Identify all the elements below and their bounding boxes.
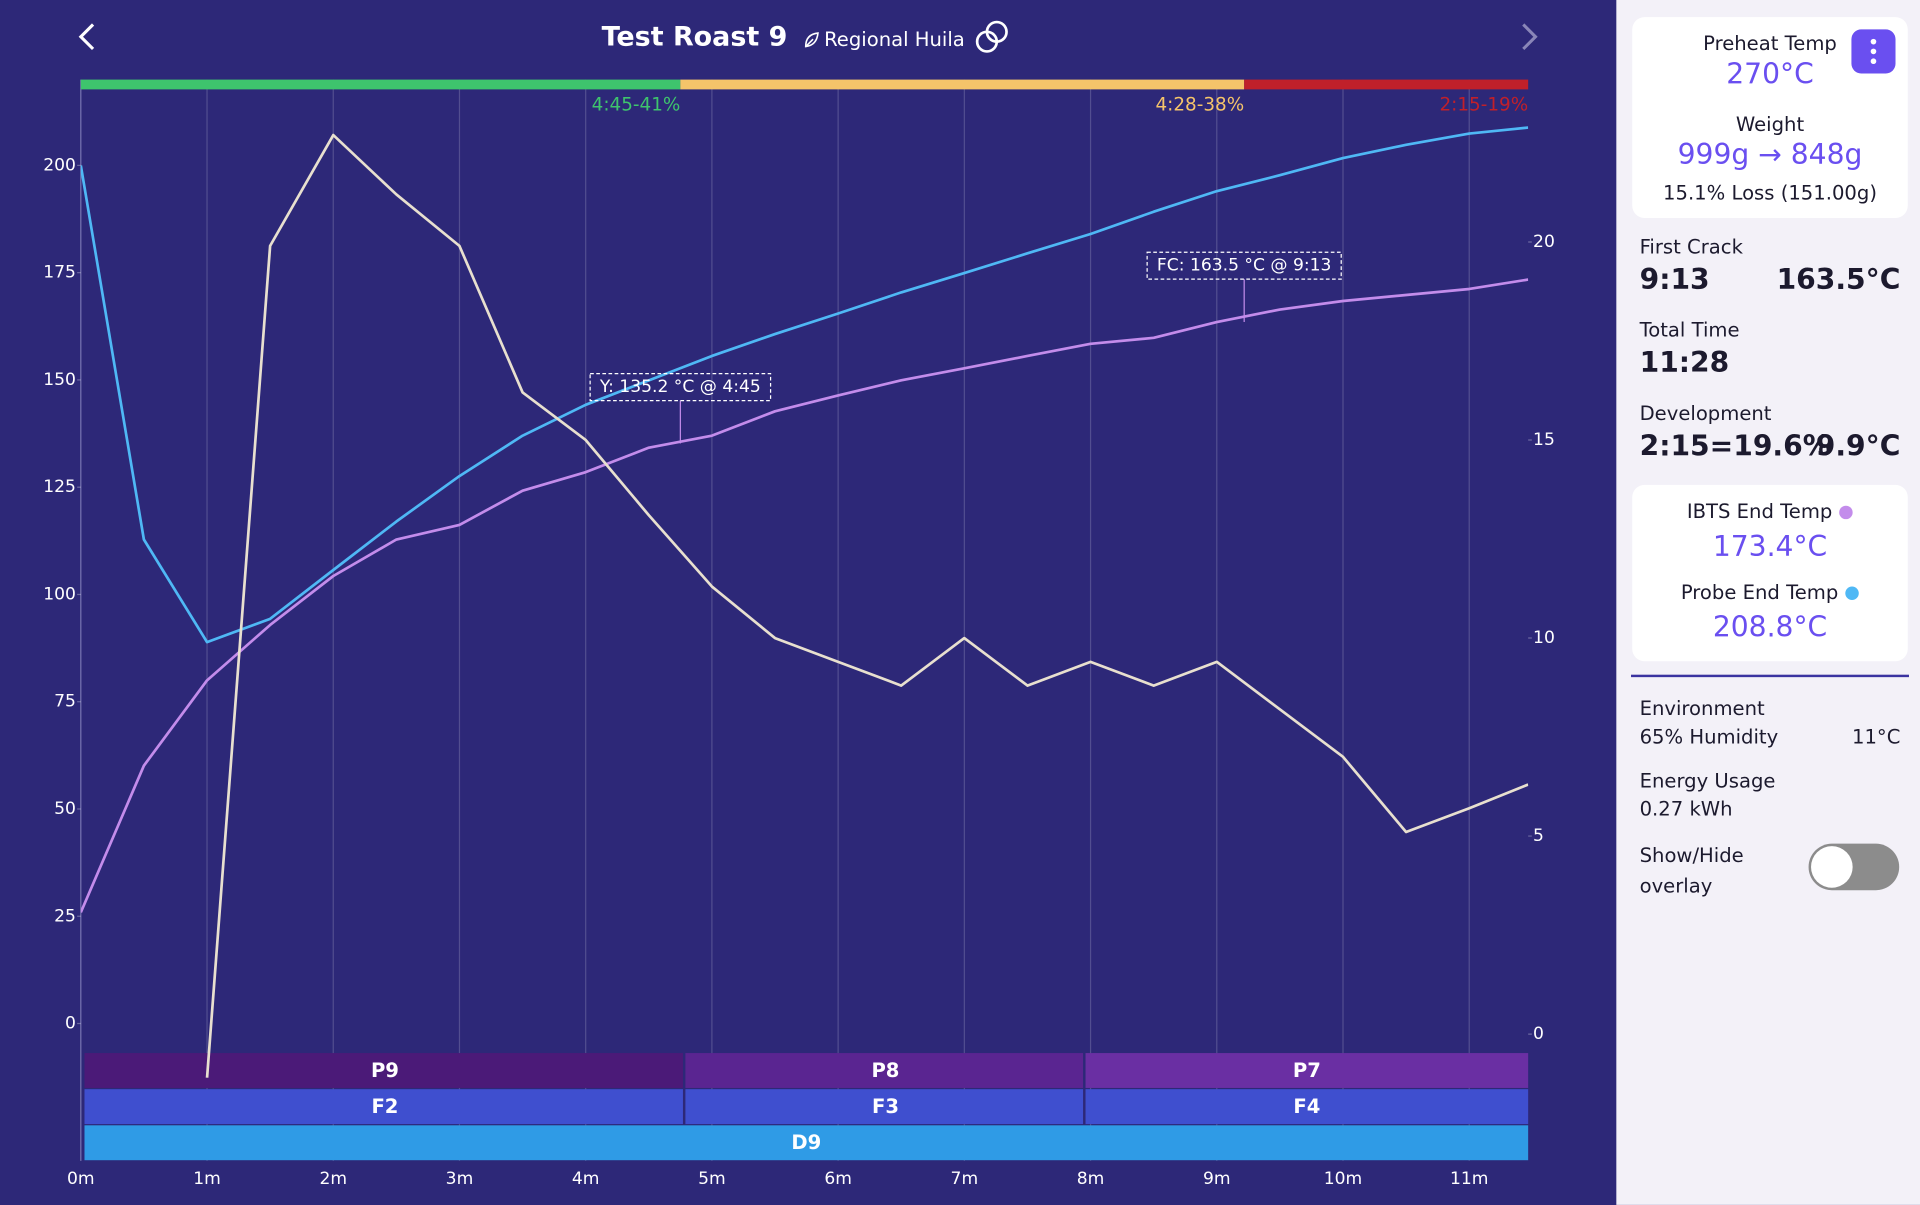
- band-label: P7: [1293, 1059, 1321, 1082]
- toggle-knob: [1811, 846, 1853, 888]
- y2-tick-label: 20: [1533, 232, 1555, 252]
- x-tick-label: 3m: [446, 1169, 474, 1189]
- development-label: Development: [1639, 401, 1772, 425]
- band-label: P9: [371, 1059, 399, 1082]
- series-line: [80, 126, 1529, 644]
- total-time-label: Total Time: [1639, 318, 1740, 342]
- y-tick-label: 125: [43, 477, 76, 497]
- phase-bar: [80, 79, 681, 90]
- sidebar: Preheat Temp 270°C Weight 999g → 848g 15…: [1616, 0, 1920, 1205]
- overlay-label: Show/Hide overlay: [1639, 843, 1744, 898]
- x-tick-label: 1m: [193, 1169, 221, 1189]
- x-tick-label: 2m: [319, 1169, 347, 1189]
- next-button[interactable]: [1522, 23, 1538, 51]
- y-tick-label: 100: [43, 584, 76, 604]
- series-line: [205, 133, 1529, 1078]
- band: [84, 1089, 683, 1125]
- overlay-toggle[interactable]: [1808, 843, 1900, 891]
- development-delta: 9.9°C: [1815, 431, 1901, 463]
- band-label: F4: [1293, 1095, 1320, 1118]
- settings-card: Preheat Temp 270°C Weight 999g → 848g 15…: [1632, 17, 1908, 218]
- first-crack-temp: 163.5°C: [1776, 264, 1901, 297]
- band-label: P8: [871, 1059, 899, 1082]
- band: [84, 1125, 1529, 1161]
- back-button[interactable]: [78, 23, 95, 51]
- band-label: D9: [791, 1131, 821, 1154]
- x-tick-label: 7m: [951, 1169, 979, 1189]
- leaf-icon: [804, 32, 819, 48]
- ibts-label: IBTS End Temp: [1632, 500, 1908, 523]
- phase-label: 4:45-41%: [592, 94, 681, 115]
- x-tick-label: 0m: [67, 1169, 95, 1189]
- band: [685, 1053, 1084, 1088]
- menu-button[interactable]: [1851, 29, 1896, 74]
- band: [1085, 1053, 1529, 1088]
- chart: Test Roast 9 Regional Huila 0m 1m 2m 3m 4m 5m…: [43, 20, 1555, 1189]
- first-crack-label: First Crack: [1639, 235, 1743, 259]
- energy-value: 0.27 kWh: [1639, 797, 1733, 821]
- weight-value: 999g → 848g: [1677, 139, 1863, 172]
- total-time-value: 11:28: [1639, 347, 1730, 380]
- x-tick-label: 6m: [824, 1169, 852, 1189]
- phase-bar: [1244, 79, 1529, 90]
- probe-label-text: Probe End Temp: [1680, 580, 1839, 604]
- phase-label: 4:28-38%: [1156, 94, 1245, 115]
- annotation-text: FC: 163.5 °C @ 9:13: [1157, 256, 1331, 276]
- ibts-value: 173.4°C: [1712, 531, 1828, 564]
- band-label: F2: [371, 1095, 398, 1118]
- preheat-value: 270°C: [1726, 58, 1814, 91]
- menu-icon: [1870, 38, 1877, 65]
- env-temp: 11°C: [1852, 724, 1901, 749]
- band-label: F3: [872, 1095, 899, 1118]
- preheat-label: Preheat Temp: [1703, 31, 1837, 56]
- probe-label: Probe End Temp: [1632, 580, 1908, 604]
- ibts-dot: [1839, 505, 1854, 520]
- environment-label: Environment: [1639, 696, 1765, 721]
- link-icon[interactable]: [975, 20, 1008, 53]
- ibts-label-text: IBTS End Temp: [1686, 499, 1833, 523]
- y-tick-label: 75: [54, 692, 76, 712]
- y2-tick-label: 15: [1533, 430, 1555, 450]
- x-tick-label: 10m: [1324, 1169, 1362, 1189]
- y-tick-label: 175: [43, 263, 76, 283]
- annotation-box: [589, 373, 772, 402]
- end-temp-card: IBTS End Temp 173.4°C Probe End Temp 208…: [1632, 484, 1908, 662]
- energy-label: Energy Usage: [1639, 768, 1776, 793]
- origin: Regional Huila: [824, 28, 965, 51]
- band: [1085, 1089, 1529, 1125]
- title: Test Roast 9: [602, 21, 788, 52]
- x-tick-label: 8m: [1077, 1169, 1105, 1189]
- y2-tick-label: 0: [1533, 1024, 1544, 1044]
- phase-bar: [680, 79, 1245, 90]
- y2-tick-label: 5: [1533, 826, 1544, 846]
- divider: [1631, 674, 1909, 678]
- plot-area: [80, 126, 1529, 1078]
- y-tick-label: 25: [54, 906, 76, 926]
- first-crack-time: 9:13: [1639, 264, 1710, 297]
- probe-dot: [1845, 586, 1860, 601]
- band: [84, 1053, 683, 1088]
- y-tick-label: 150: [43, 370, 76, 390]
- x-tick-label: 5m: [698, 1169, 726, 1189]
- weight-label: Weight: [1735, 112, 1805, 136]
- humidity: 65% Humidity: [1639, 724, 1779, 749]
- y-tick-label: 200: [43, 155, 76, 175]
- weight-loss: 15.1% Loss (151.00g): [1663, 181, 1877, 205]
- x-tick-label: 9m: [1203, 1169, 1231, 1189]
- x-tick-label: 11m: [1450, 1169, 1488, 1189]
- annotation-text: Y: 135.2 °C @ 4:45: [599, 377, 761, 397]
- development-value: 2:15=19.6%: [1639, 431, 1831, 463]
- phase-label: 2:15-19%: [1439, 94, 1528, 115]
- x-tick-label: 4m: [572, 1169, 600, 1189]
- series-line: [80, 278, 1529, 913]
- probe-value: 208.8°C: [1712, 612, 1828, 645]
- y-tick-label: 0: [65, 1014, 76, 1034]
- y-tick-label: 50: [54, 799, 76, 819]
- y2-tick-label: 10: [1533, 628, 1555, 648]
- band: [685, 1089, 1084, 1125]
